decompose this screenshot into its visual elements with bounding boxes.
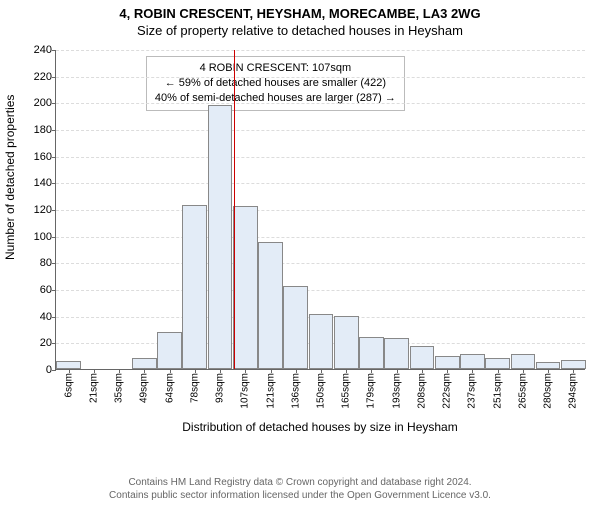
gridline	[56, 130, 585, 131]
ytick-mark	[52, 50, 56, 51]
histogram-bar	[182, 205, 207, 369]
ytick-label: 40	[22, 311, 52, 323]
xtick-label: 6sqm	[63, 373, 74, 397]
ytick-label: 80	[22, 257, 52, 269]
reference-line	[234, 50, 235, 369]
xtick-label: 237sqm	[467, 373, 478, 409]
chart-container: Number of detached properties 4 ROBIN CR…	[0, 50, 600, 450]
xtick-label: 222sqm	[442, 373, 453, 409]
ytick-label: 0	[22, 364, 52, 376]
xtick-label: 64sqm	[164, 373, 175, 403]
xtick-label: 193sqm	[391, 373, 402, 409]
gridline	[56, 103, 585, 104]
xtick-label: 49sqm	[139, 373, 150, 403]
ytick-label: 200	[22, 97, 52, 109]
xtick-label: 165sqm	[341, 373, 352, 409]
histogram-bar	[536, 362, 561, 369]
histogram-bar	[309, 314, 334, 369]
xtick-label: 294sqm	[568, 373, 579, 409]
footer-line2: Contains public sector information licen…	[0, 489, 600, 502]
histogram-bar	[56, 361, 81, 369]
ytick-mark	[52, 77, 56, 78]
footer-line1: Contains HM Land Registry data © Crown c…	[0, 476, 600, 489]
gridline	[56, 263, 585, 264]
y-axis-label: Number of detached properties	[3, 240, 17, 260]
histogram-bar	[460, 354, 485, 369]
gridline	[56, 290, 585, 291]
histogram-bar	[435, 356, 460, 369]
histogram-bar	[511, 354, 536, 369]
xtick-label: 251sqm	[492, 373, 503, 409]
histogram-bar	[561, 360, 586, 369]
ytick-mark	[52, 237, 56, 238]
histogram-bar	[334, 316, 359, 369]
ytick-mark	[52, 290, 56, 291]
xtick-label: 107sqm	[240, 373, 251, 409]
ytick-label: 180	[22, 124, 52, 136]
annotation-line1: 4 ROBIN CRESCENT: 107sqm	[155, 61, 396, 76]
ytick-mark	[52, 130, 56, 131]
gridline	[56, 77, 585, 78]
ytick-mark	[52, 263, 56, 264]
xtick-label: 265sqm	[517, 373, 528, 409]
histogram-bar	[132, 358, 157, 369]
histogram-bar	[359, 337, 384, 369]
gridline	[56, 210, 585, 211]
ytick-mark	[52, 183, 56, 184]
ytick-label: 20	[22, 337, 52, 349]
xtick-label: 121sqm	[265, 373, 276, 409]
ytick-label: 140	[22, 177, 52, 189]
xtick-label: 136sqm	[290, 373, 301, 409]
histogram-bar	[410, 346, 435, 369]
ytick-mark	[52, 103, 56, 104]
ytick-label: 160	[22, 151, 52, 163]
xtick-label: 280sqm	[543, 373, 554, 409]
ytick-mark	[52, 370, 56, 371]
ytick-mark	[52, 317, 56, 318]
ytick-label: 240	[22, 44, 52, 56]
histogram-bar	[283, 286, 308, 369]
histogram-plot: 4 ROBIN CRESCENT: 107sqm ← 59% of detach…	[55, 50, 585, 370]
annotation-line2: ← 59% of detached houses are smaller (42…	[155, 76, 396, 91]
histogram-bar	[208, 105, 233, 369]
title-address: 4, ROBIN CRESCENT, HEYSHAM, MORECAMBE, L…	[0, 6, 600, 21]
ytick-label: 60	[22, 284, 52, 296]
xtick-label: 78sqm	[189, 373, 200, 403]
xtick-label: 35sqm	[114, 373, 125, 403]
footer-attribution: Contains HM Land Registry data © Crown c…	[0, 476, 600, 502]
histogram-bar	[157, 332, 182, 369]
ytick-mark	[52, 210, 56, 211]
xtick-label: 150sqm	[316, 373, 327, 409]
xtick-label: 93sqm	[215, 373, 226, 403]
gridline	[56, 183, 585, 184]
histogram-bar	[384, 338, 409, 369]
gridline	[56, 237, 585, 238]
gridline	[56, 157, 585, 158]
xtick-label: 21sqm	[88, 373, 99, 403]
gridline	[56, 50, 585, 51]
title-subtitle: Size of property relative to detached ho…	[0, 23, 600, 38]
xtick-label: 179sqm	[366, 373, 377, 409]
xtick-label: 208sqm	[416, 373, 427, 409]
histogram-bar	[485, 358, 510, 369]
x-axis-label: Distribution of detached houses by size …	[55, 420, 585, 434]
histogram-bar	[233, 206, 258, 369]
histogram-bar	[258, 242, 283, 369]
ytick-label: 100	[22, 231, 52, 243]
ytick-label: 220	[22, 71, 52, 83]
ytick-mark	[52, 343, 56, 344]
ytick-mark	[52, 157, 56, 158]
ytick-label: 120	[22, 204, 52, 216]
